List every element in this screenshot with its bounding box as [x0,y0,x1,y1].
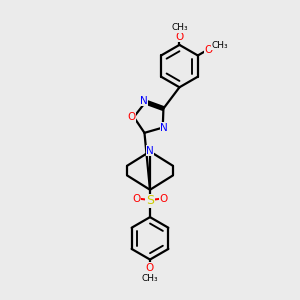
Text: N: N [140,96,148,106]
Text: O: O [146,263,154,273]
Text: CH₃: CH₃ [212,41,228,50]
Text: O: O [175,32,184,42]
Text: O: O [204,45,212,55]
Text: N: N [160,123,168,133]
Text: CH₃: CH₃ [142,274,158,284]
Text: N: N [146,146,154,156]
Text: O: O [127,112,136,122]
Text: CH₃: CH₃ [171,23,188,32]
Text: S: S [146,194,154,207]
Text: O: O [133,194,141,205]
Text: O: O [159,194,167,205]
